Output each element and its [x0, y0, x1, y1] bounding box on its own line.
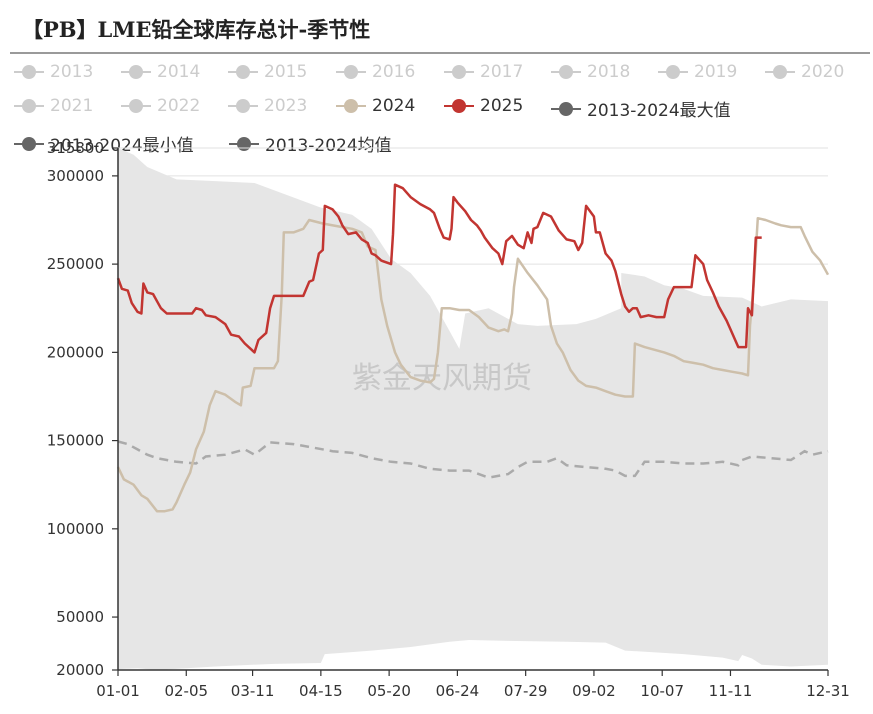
legend-label: 2013-2024最小值 [50, 136, 194, 156]
legend-label: 2019 [694, 62, 738, 82]
axes: 20000 50000 100000 150000 200000 250000 300000… [47, 139, 850, 700]
title-divider [10, 52, 870, 54]
series-line-2024 [116, 216, 830, 513]
legend-marker-icon [14, 136, 44, 151]
legend-marker-icon [14, 65, 44, 79]
x-tick-label: 05-20 [367, 682, 411, 700]
legend-label: 2017 [480, 62, 524, 82]
legend-item-2022[interactable]: 2022 [121, 96, 200, 116]
legend-item-2015[interactable]: 2015 [228, 62, 307, 82]
legend-item-2013-2024最小值[interactable]: 2013-2024最小值 [14, 131, 194, 156]
legend-marker-icon [229, 136, 259, 151]
watermark: 紫金天风期货 [352, 361, 532, 396]
x-tick-label: 02-05 [164, 682, 208, 700]
legend-item-2021[interactable]: 2021 [14, 96, 93, 116]
band-area-max-min [118, 148, 828, 670]
legend-marker-icon [121, 65, 151, 79]
y-tick-label: 315800 [47, 139, 104, 157]
legend-item-2018[interactable]: 2018 [551, 62, 630, 82]
series-lines [116, 183, 830, 513]
legend-item-2023[interactable]: 2023 [228, 96, 307, 116]
legend-item-2019[interactable]: 2019 [658, 62, 737, 82]
legend-item-2017[interactable]: 2017 [444, 62, 523, 82]
chart-legend: 2013 2014 2015 2016 2017 2018 2019 2020 2021 2022… [0, 0, 873, 160]
x-tick-label: 10-07 [640, 682, 684, 700]
y-tick-label: 300000 [47, 167, 104, 185]
legend-label: 2024 [372, 96, 416, 116]
x-tick-label: 11-11 [709, 682, 753, 700]
series-line-mean [117, 440, 829, 479]
x-tick-label: 09-02 [572, 682, 616, 700]
series-line-2025 [116, 183, 762, 354]
legend-label: 2013 [50, 62, 94, 82]
legend-item-2024[interactable]: 2024 [336, 96, 415, 116]
legend-label: 2016 [372, 62, 416, 82]
legend-marker-icon [14, 99, 44, 113]
x-tick-label: 12-31 [806, 682, 850, 700]
legend-label: 2020 [801, 62, 845, 82]
legend-marker-icon [765, 65, 795, 79]
legend-label: 2018 [587, 62, 631, 82]
legend-item-2014[interactable]: 2014 [121, 62, 200, 82]
legend-label: 2023 [264, 96, 308, 116]
page-title: 【PB】LME铅全球库存总计-季节性 [22, 17, 371, 42]
legend-marker-icon [551, 101, 581, 116]
legend-label: 2022 [157, 96, 201, 116]
legend-label: 2013-2024最大值 [587, 101, 731, 121]
x-tick-label: 06-24 [436, 682, 480, 700]
y-tick-label: 100000 [47, 520, 104, 538]
y-tick-label: 20000 [56, 661, 104, 679]
legend-label: 2015 [264, 62, 308, 82]
x-tick-label: 03-11 [231, 682, 275, 700]
legend-marker-icon [336, 65, 366, 79]
x-tick-label: 07-29 [504, 682, 548, 700]
min-max-band [118, 148, 828, 670]
legend-label: 2013-2024均值 [265, 136, 392, 156]
legend-label: 2021 [50, 96, 94, 116]
y-tick-label: 250000 [47, 255, 104, 273]
legend-item-2013-2024均值[interactable]: 2013-2024均值 [229, 131, 392, 156]
legend-label: 2014 [157, 62, 201, 82]
legend-marker-icon [336, 99, 366, 113]
legend-item-2013-2024最大值[interactable]: 2013-2024最大值 [551, 96, 731, 121]
legend-marker-icon [228, 99, 258, 113]
x-tick-label: 04-15 [299, 682, 343, 700]
legend-marker-icon [228, 65, 258, 79]
legend-item-2013[interactable]: 2013 [14, 62, 93, 82]
legend-item-2020[interactable]: 2020 [765, 62, 844, 82]
x-tick-label: 01-01 [96, 682, 140, 700]
legend-marker-icon [551, 65, 581, 79]
legend-marker-icon [121, 99, 151, 113]
y-tick-label: 200000 [47, 343, 104, 361]
y-tick-label: 50000 [56, 608, 104, 626]
legend-marker-icon [658, 65, 688, 79]
y-tick-label: 150000 [47, 432, 104, 450]
legend-label: 2025 [480, 96, 524, 116]
legend-marker-icon [444, 65, 474, 79]
legend-marker-icon [444, 99, 474, 113]
legend-item-2025[interactable]: 2025 [444, 96, 523, 116]
legend-item-2016[interactable]: 2016 [336, 62, 415, 82]
